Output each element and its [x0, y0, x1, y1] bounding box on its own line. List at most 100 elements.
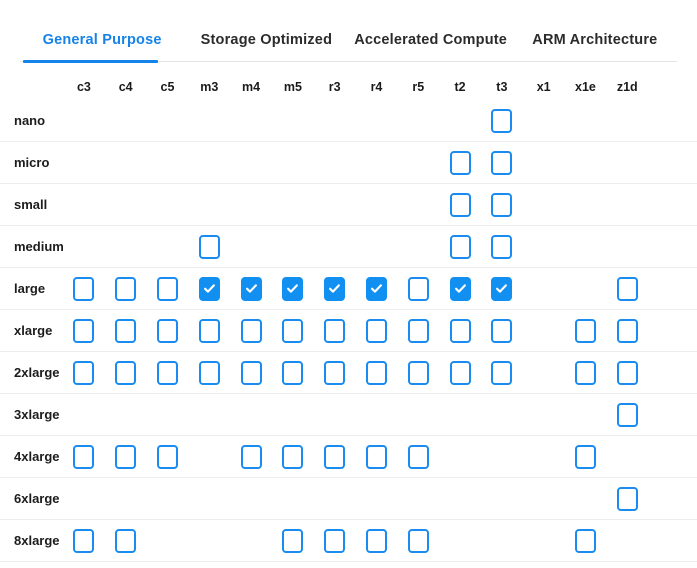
cell-2xlarge-r4 — [356, 352, 398, 393]
checkbox-8xlarge-c3[interactable] — [73, 528, 95, 553]
cell-micro-x1 — [523, 142, 565, 183]
cell-4xlarge-x1e — [565, 436, 607, 477]
checkbox-xlarge-c5[interactable] — [156, 318, 178, 343]
grid-row-medium: medium — [0, 226, 697, 268]
checkbox-8xlarge-r3[interactable] — [324, 528, 346, 553]
checkbox-4xlarge-c3[interactable] — [73, 444, 95, 469]
tab-arm-architecture[interactable]: ARM Architecture — [532, 32, 658, 48]
checkbox-8xlarge-r4[interactable] — [365, 528, 387, 553]
checkbox-large-c4[interactable] — [115, 276, 137, 301]
checkbox-8xlarge-m5[interactable] — [282, 528, 304, 553]
checkbox-xlarge-c3[interactable] — [73, 318, 95, 343]
cell-3xlarge-m3 — [188, 394, 230, 435]
column-header-c4: c4 — [118, 80, 133, 94]
checkbox-8xlarge-c4[interactable] — [115, 528, 137, 553]
column-header-z1d: z1d — [616, 80, 638, 94]
checkbox-large-m3[interactable] — [198, 276, 220, 301]
cell-nano-r4 — [356, 100, 398, 141]
checkbox-xlarge-m4[interactable] — [240, 318, 262, 343]
checkbox-xlarge-m5[interactable] — [282, 318, 304, 343]
checkbox-medium-t2[interactable] — [449, 234, 471, 259]
checkbox-grid-body: nano micro small medium large xlarge 2xlarge 3x… — [0, 100, 697, 562]
checkbox-micro-t2[interactable] — [449, 150, 471, 175]
cell-4xlarge-t3 — [481, 436, 523, 477]
checkbox-2xlarge-c4[interactable] — [115, 360, 137, 385]
checkbox-4xlarge-r4[interactable] — [365, 444, 387, 469]
checkbox-2xlarge-z1d[interactable] — [616, 360, 638, 385]
checkbox-xlarge-x1e[interactable] — [574, 318, 596, 343]
checkbox-xlarge-c4[interactable] — [115, 318, 137, 343]
grid-row-micro: micro — [0, 142, 697, 184]
checkbox-6xlarge-z1d[interactable] — [616, 486, 638, 511]
cell-medium-x1e — [565, 226, 607, 267]
checkbox-nano-t3[interactable] — [491, 108, 513, 133]
checkbox-large-m4[interactable] — [240, 276, 262, 301]
checkbox-medium-m3[interactable] — [198, 234, 220, 259]
checkbox-2xlarge-r5[interactable] — [407, 360, 429, 385]
checkbox-2xlarge-c5[interactable] — [156, 360, 178, 385]
checkbox-3xlarge-z1d[interactable] — [616, 402, 638, 427]
cell-3xlarge-z1d — [606, 394, 648, 435]
cell-3xlarge-x1 — [523, 394, 565, 435]
checkbox-large-c5[interactable] — [156, 276, 178, 301]
cell-4xlarge-r3 — [314, 436, 356, 477]
row-label-6xlarge: 6xlarge — [14, 491, 60, 506]
grid-row-2xlarge: 2xlarge — [0, 352, 697, 394]
cell-small-x1 — [523, 184, 565, 225]
checkbox-4xlarge-r5[interactable] — [407, 444, 429, 469]
checkbox-xlarge-r3[interactable] — [324, 318, 346, 343]
checkbox-2xlarge-r3[interactable] — [324, 360, 346, 385]
cell-2xlarge-t3 — [481, 352, 523, 393]
checkbox-xlarge-t2[interactable] — [449, 318, 471, 343]
checkbox-2xlarge-t2[interactable] — [449, 360, 471, 385]
check-icon — [245, 284, 257, 293]
checkbox-8xlarge-x1e[interactable] — [574, 528, 596, 553]
grid-row-nano: nano — [0, 100, 697, 142]
cell-3xlarge-m4 — [230, 394, 272, 435]
checkbox-large-t3[interactable] — [491, 276, 513, 301]
cell-small-r4 — [356, 184, 398, 225]
checkbox-4xlarge-r3[interactable] — [324, 444, 346, 469]
cell-xlarge-t2 — [439, 310, 481, 351]
column-header-r4: r4 — [370, 80, 383, 94]
checkbox-4xlarge-m4[interactable] — [240, 444, 262, 469]
checkbox-2xlarge-t3[interactable] — [491, 360, 513, 385]
checkbox-8xlarge-r5[interactable] — [407, 528, 429, 553]
column-header-m5: m5 — [283, 80, 302, 94]
cell-large-c5 — [147, 268, 189, 309]
checkbox-xlarge-t3[interactable] — [491, 318, 513, 343]
checkbox-large-m5[interactable] — [282, 276, 304, 301]
checkbox-small-t2[interactable] — [449, 192, 471, 217]
checkbox-2xlarge-c3[interactable] — [73, 360, 95, 385]
checkbox-large-t2[interactable] — [449, 276, 471, 301]
checkbox-4xlarge-c5[interactable] — [156, 444, 178, 469]
cell-small-m5 — [272, 184, 314, 225]
checkbox-4xlarge-x1e[interactable] — [574, 444, 596, 469]
cell-8xlarge-t2 — [439, 520, 481, 561]
checkbox-xlarge-r4[interactable] — [365, 318, 387, 343]
checkbox-2xlarge-m3[interactable] — [198, 360, 220, 385]
checkbox-4xlarge-m5[interactable] — [282, 444, 304, 469]
tab-accelerated-compute[interactable]: Accelerated Compute — [354, 32, 508, 48]
checkbox-2xlarge-x1e[interactable] — [574, 360, 596, 385]
checkbox-xlarge-m3[interactable] — [198, 318, 220, 343]
checkbox-xlarge-r5[interactable] — [407, 318, 429, 343]
cell-6xlarge-r5 — [397, 478, 439, 519]
checkbox-2xlarge-m4[interactable] — [240, 360, 262, 385]
checkbox-large-r5[interactable] — [407, 276, 429, 301]
checkbox-large-c3[interactable] — [73, 276, 95, 301]
checkbox-xlarge-z1d[interactable] — [616, 318, 638, 343]
checkbox-large-r4[interactable] — [365, 276, 387, 301]
checkbox-micro-t3[interactable] — [491, 150, 513, 175]
checkbox-4xlarge-c4[interactable] — [115, 444, 137, 469]
checkbox-2xlarge-r4[interactable] — [365, 360, 387, 385]
checkbox-medium-t3[interactable] — [491, 234, 513, 259]
checkbox-large-z1d[interactable] — [616, 276, 638, 301]
cell-8xlarge-m5 — [272, 520, 314, 561]
tab-storage-optimized[interactable]: Storage Optimized — [200, 32, 333, 48]
checkbox-large-r3[interactable] — [324, 276, 346, 301]
checkbox-2xlarge-m5[interactable] — [282, 360, 304, 385]
tab-general-purpose[interactable]: General Purpose — [20, 22, 184, 63]
cell-micro-c4 — [105, 142, 147, 183]
checkbox-small-t3[interactable] — [491, 192, 513, 217]
